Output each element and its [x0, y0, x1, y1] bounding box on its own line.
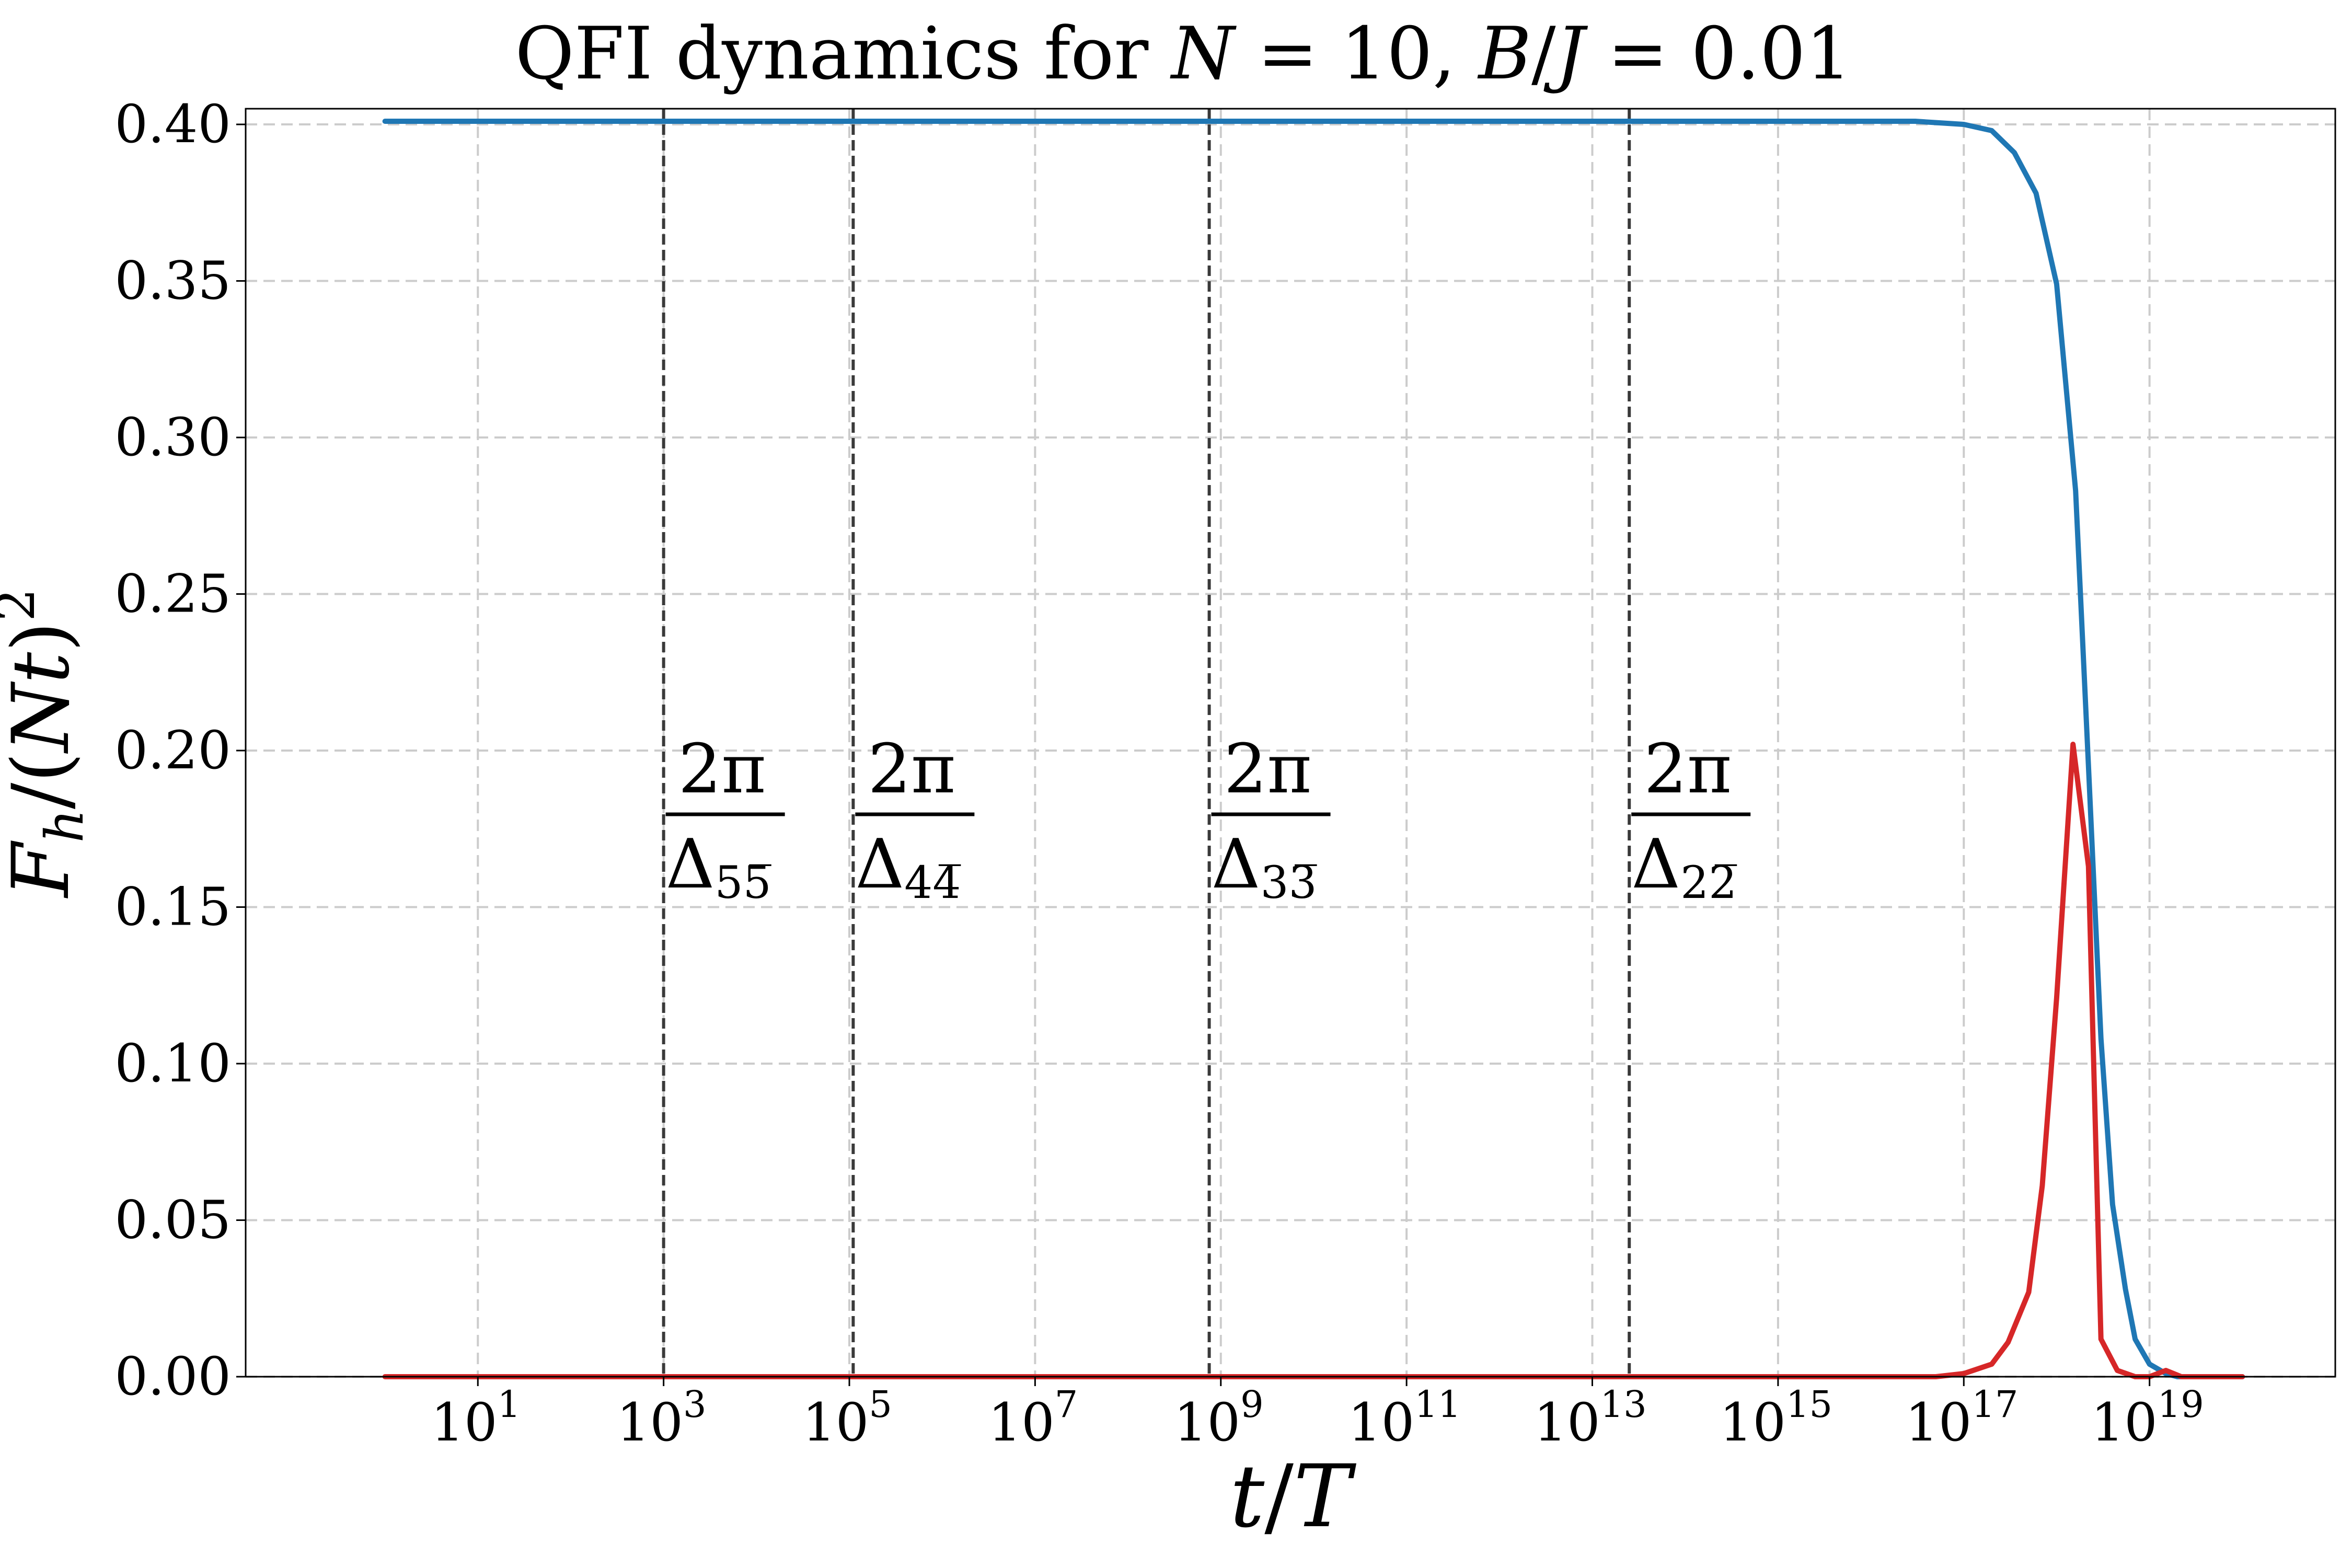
chart-title-b-symbol: B: [1477, 11, 1531, 96]
vline-label-delta: Δ: [855, 824, 904, 904]
vline-label-subscript: 44̅: [904, 857, 961, 909]
x-tick-label: 1015: [1720, 1383, 1832, 1453]
y-axis-label-F: F: [0, 840, 87, 899]
x-tick-label: 1013: [1534, 1383, 1646, 1453]
vline-label-subscript: 55̅: [715, 857, 771, 909]
vline-label-denominator: Δ22̅: [1631, 824, 1737, 909]
y-axis-label-open: /(: [0, 752, 87, 809]
vline-label-denominator: Δ55̅: [666, 824, 771, 909]
y-tick-label: 0.25: [114, 563, 231, 624]
series-line-1: [382, 119, 2245, 1379]
x-tick-label: 1017: [1905, 1383, 2018, 1453]
vline-label-delta: Δ: [666, 824, 715, 904]
x-tick-exponent: 17: [1971, 1383, 2018, 1426]
x-tick-exponent: 15: [1786, 1383, 1832, 1426]
y-axis-label-h: h: [34, 809, 95, 843]
x-tick-label: 1019: [2091, 1383, 2204, 1453]
vline-label: 2π Δ55̅: [665, 729, 785, 909]
x-tick-exponent: 1: [498, 1383, 521, 1426]
y-tick-label: 0.20: [114, 720, 231, 781]
x-tick-exponent: 9: [1240, 1383, 1264, 1426]
vline-label-numerator: 2π: [1224, 729, 1311, 809]
chart-title-slash: /: [1531, 11, 1556, 96]
vline-label-denominator: Δ33̅: [1212, 824, 1317, 909]
y-tick-label: 0.00: [114, 1346, 231, 1407]
vline-label-numerator: 2π: [1644, 729, 1732, 809]
vline-label-subscript: 33̅: [1260, 857, 1317, 909]
vline-label-denominator: Δ44̅: [855, 824, 961, 909]
x-axis-label: t/T: [1230, 1446, 1357, 1547]
x-tick-label: 101: [431, 1383, 521, 1453]
x-tick-exponent: 19: [2158, 1383, 2204, 1426]
chart-title-n-value: = 10,: [1235, 11, 1479, 96]
chart-title-ratio-value: = 0.01: [1585, 11, 1852, 96]
vline-label-delta: Δ: [1212, 824, 1261, 904]
x-tick-base: 10: [1174, 1392, 1240, 1453]
vline-label-subscript: 22̅: [1680, 857, 1737, 909]
x-tick-base: 10: [802, 1392, 869, 1453]
series-lines: [382, 119, 2245, 1379]
y-axis-label-close: ): [0, 621, 87, 652]
chart-title-n-symbol: N: [1170, 11, 1237, 96]
x-tick-label: 109: [1174, 1383, 1264, 1453]
x-tick-label: 103: [617, 1383, 707, 1453]
x-tick-base: 10: [1534, 1392, 1600, 1453]
x-tick-base: 10: [1720, 1392, 1786, 1453]
y-tick-label: 0.35: [114, 250, 231, 311]
vline-label-delta: Δ: [1631, 824, 1680, 904]
x-tick-exponent: 7: [1055, 1383, 1078, 1426]
y-axis-label: Fh/(Nt)2: [0, 588, 95, 898]
chart-title: QFI dynamics for N = 10, B/J = 0.01: [515, 11, 1851, 96]
y-tick-label: 0.05: [114, 1189, 231, 1250]
x-axis-label-t: t: [1230, 1446, 1265, 1547]
x-tick-label: 107: [988, 1383, 1078, 1453]
plot-frame: [245, 108, 2336, 1378]
vline-label-numerator: 2π: [868, 729, 955, 809]
x-tick-label: 1011: [1348, 1383, 1461, 1453]
y-tick-label: 0.15: [114, 876, 231, 937]
x-axis-label-T: T: [1294, 1446, 1357, 1547]
x-tick-base: 10: [1348, 1392, 1414, 1453]
grid-lines: [246, 109, 2335, 1378]
x-tick-base: 10: [2091, 1392, 2157, 1453]
x-tick-base: 10: [988, 1392, 1054, 1453]
x-tick-exponent: 11: [1414, 1383, 1461, 1426]
x-axis-label-slash: /: [1264, 1446, 1294, 1547]
series-line-2: [382, 742, 2245, 1379]
vline-label: 2π Δ33̅: [1211, 729, 1331, 909]
y-axis-label-Nt: Nt: [0, 652, 87, 754]
vline-label: 2π Δ22̅: [1631, 729, 1751, 909]
vline-label-numerator: 2π: [678, 729, 766, 809]
x-tick-exponent: 13: [1600, 1383, 1647, 1426]
x-tick-base: 10: [431, 1392, 497, 1453]
x-tick-exponent: 3: [683, 1383, 707, 1426]
x-tick-label: 105: [802, 1383, 892, 1453]
x-tick-exponent: 5: [869, 1383, 892, 1426]
y-axis-label-square: 2: [0, 588, 47, 621]
y-tick-label: 0.30: [114, 407, 231, 468]
chart-title-prefix: QFI dynamics for: [515, 11, 1171, 96]
vline-label: 2π Δ44̅: [855, 729, 975, 909]
x-tick-base: 10: [617, 1392, 683, 1453]
y-tick-label: 0.40: [114, 94, 231, 155]
y-tick-label: 0.10: [114, 1033, 231, 1094]
x-tick-base: 10: [1905, 1392, 1971, 1453]
